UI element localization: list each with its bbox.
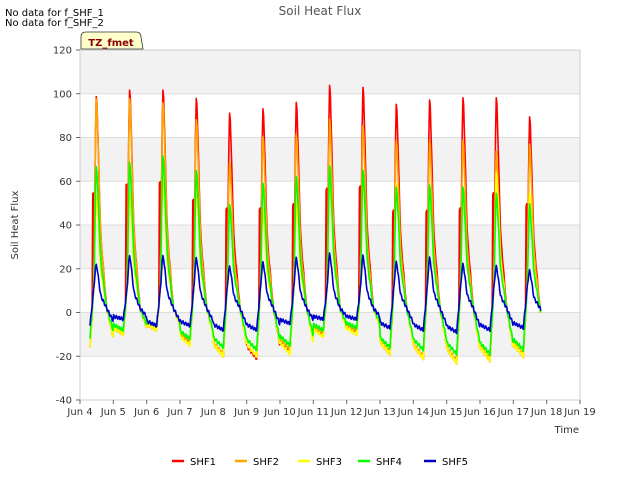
x-tick-label: Jun 9 xyxy=(233,407,259,418)
x-tick-label: Jun 19 xyxy=(563,407,596,418)
x-tick-label: Jun 8 xyxy=(200,407,226,418)
legend-label-shf1: SHF1 xyxy=(190,457,216,468)
no-data-note-1: No data for f_SHF_1 xyxy=(5,8,104,19)
plot-band xyxy=(80,356,580,400)
no-data-note-2: No data for f_SHF_2 xyxy=(5,18,104,29)
y-tick-label: 120 xyxy=(53,46,72,57)
y-tick-label: 20 xyxy=(59,264,72,275)
legend: SHF1 SHF2 SHF3 SHF4 SHF5 xyxy=(172,457,468,468)
series-line-shf5 xyxy=(89,252,542,335)
x-tick-label: Jun 6 xyxy=(133,407,159,418)
x-tick-label: Jun 15 xyxy=(430,407,463,418)
legend-label-shf2: SHF2 xyxy=(253,457,279,468)
series-line-shf4 xyxy=(89,155,542,357)
x-axis: Jun 4 Jun 5 Jun 6 Jun 7 Jun 8 Jun 9 Jun 10 Jun … xyxy=(66,400,596,418)
x-tick-label: Jun 16 xyxy=(463,407,496,418)
y-tick-label: 80 xyxy=(59,133,72,144)
series-line-shf2 xyxy=(89,97,542,363)
x-tick-label: Jun 10 xyxy=(263,407,296,418)
y-tick-label: 60 xyxy=(59,177,72,188)
x-tick-label: Jun 7 xyxy=(166,407,192,418)
chart-title: Soil Heat Flux xyxy=(279,4,362,18)
x-tick-label: Jun 11 xyxy=(297,407,330,418)
y-tick-label: 40 xyxy=(59,221,72,232)
x-tick-label: Jun 17 xyxy=(497,407,530,418)
y-tick-label: -40 xyxy=(56,396,72,407)
plot-band xyxy=(80,312,580,357)
series-lines xyxy=(89,84,542,365)
legend-label-shf3: SHF3 xyxy=(316,457,342,468)
x-tick-label: Jun 12 xyxy=(330,407,363,418)
x-tick-label: Jun 14 xyxy=(397,407,430,418)
badge-shape xyxy=(80,31,144,50)
tz-fmet-badge: TZ_fmet xyxy=(80,31,144,50)
badge-label: TZ_fmet xyxy=(88,38,134,49)
y-tick-label: -20 xyxy=(56,352,72,363)
x-tick-label: Jun 13 xyxy=(363,407,396,418)
x-tick-label: Jun 4 xyxy=(66,407,92,418)
x-axis-title: Time xyxy=(554,425,579,436)
y-axis: -40 -20 0 20 40 60 80 100 120 xyxy=(53,46,80,407)
plot-band xyxy=(80,268,580,313)
legend-label-shf4: SHF4 xyxy=(376,457,402,468)
y-tick-label: 100 xyxy=(53,89,72,100)
x-tick-label: Jun 18 xyxy=(530,407,563,418)
y-axis-title: Soil Heat Flux xyxy=(10,190,21,259)
y-tick-label: 0 xyxy=(66,308,72,319)
legend-label-shf5: SHF5 xyxy=(442,457,468,468)
x-tick-label: Jun 5 xyxy=(100,407,126,418)
